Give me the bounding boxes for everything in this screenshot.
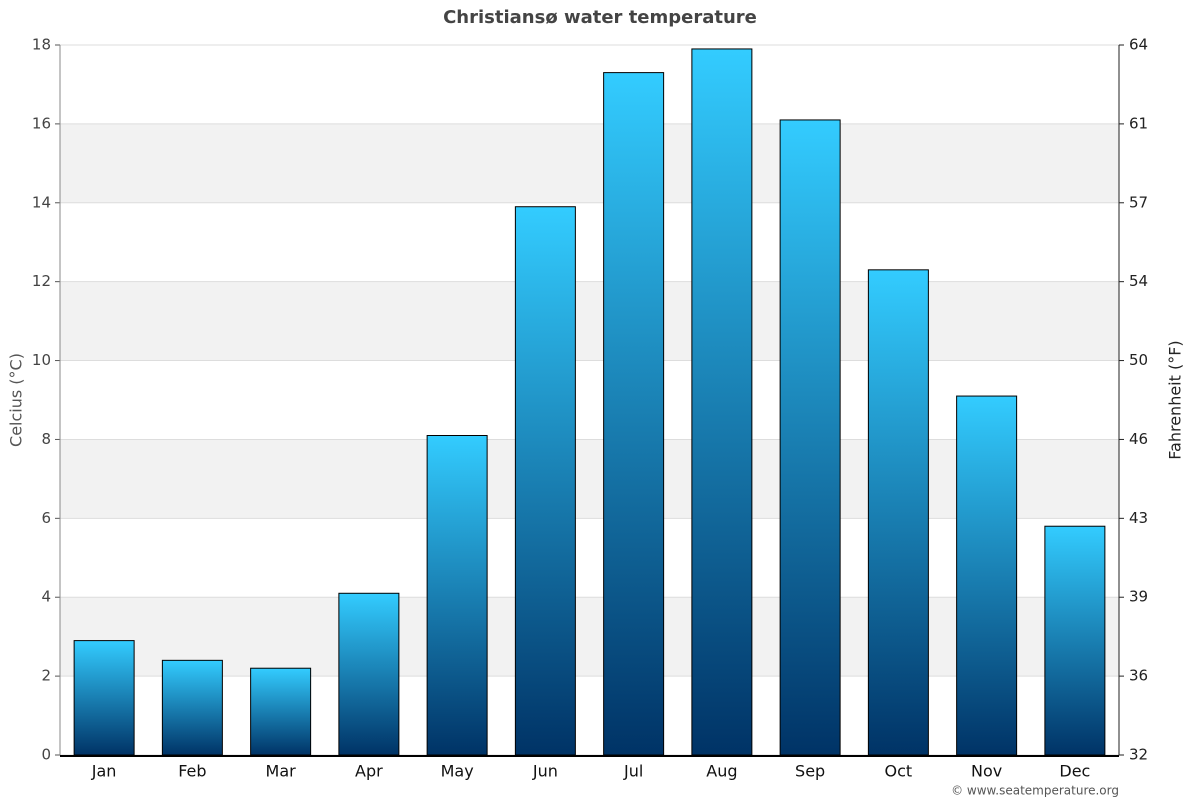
bar — [779, 119, 841, 756]
x-tick-label: Oct — [885, 762, 913, 781]
y2-tick-label: 54 — [1129, 272, 1148, 290]
bar — [73, 640, 135, 756]
y-tick-label: 18 — [32, 36, 51, 54]
y2-axis-label: Fahrenheit (°F) — [1166, 340, 1185, 459]
grid-band — [60, 281, 1119, 361]
y2-tick-label: 46 — [1129, 430, 1148, 448]
bar — [603, 72, 665, 756]
y-tick-label: 6 — [41, 509, 51, 527]
credit: © www.seatemperature.org — [951, 784, 1119, 798]
chart-title: Christiansø water temperature — [443, 7, 757, 28]
bar — [161, 659, 223, 756]
x-tick-label: Dec — [1059, 762, 1090, 781]
x-tick-label: Jan — [91, 762, 117, 781]
y2-tick-label: 64 — [1129, 36, 1148, 54]
y2-tick-label: 43 — [1129, 509, 1148, 527]
y-axis-label: Celcius (°C) — [7, 353, 26, 447]
bar — [867, 269, 929, 756]
grid-band — [60, 123, 1119, 203]
y2-tick-label: 61 — [1129, 114, 1148, 132]
bar — [250, 667, 312, 756]
y-tick-label: 14 — [32, 193, 51, 211]
x-tick-label: Jul — [623, 762, 643, 781]
y2-tick-label: 57 — [1129, 193, 1148, 211]
y-tick-label: 10 — [32, 351, 51, 369]
y2-tick-label: 50 — [1129, 351, 1148, 369]
x-tick-label: Nov — [971, 762, 1002, 781]
bar — [514, 206, 576, 756]
y2-tick-label: 39 — [1129, 588, 1148, 606]
x-tick-label: May — [441, 762, 474, 781]
y2-tick-label: 36 — [1129, 667, 1148, 685]
y-tick-label: 4 — [41, 588, 51, 606]
bar — [956, 395, 1018, 756]
x-tick-label: Mar — [266, 762, 297, 781]
bar — [338, 592, 400, 756]
y-tick-label: 2 — [41, 667, 51, 685]
x-tick-label: Feb — [178, 762, 206, 781]
x-tick-label: Sep — [795, 762, 825, 781]
bar — [426, 435, 488, 756]
x-tick-label: Apr — [355, 762, 383, 781]
y-tick-label: 8 — [41, 430, 51, 448]
bar — [691, 48, 753, 756]
y-tick-label: 16 — [32, 114, 51, 132]
y-tick-label: 0 — [41, 746, 51, 764]
grid-band — [60, 439, 1119, 519]
x-tick-label: Jun — [532, 762, 558, 781]
x-tick-label: Aug — [706, 762, 737, 781]
y2-tick-label: 32 — [1129, 746, 1148, 764]
grid-band — [60, 597, 1119, 677]
bar — [1044, 525, 1106, 756]
y-tick-label: 12 — [32, 272, 51, 290]
